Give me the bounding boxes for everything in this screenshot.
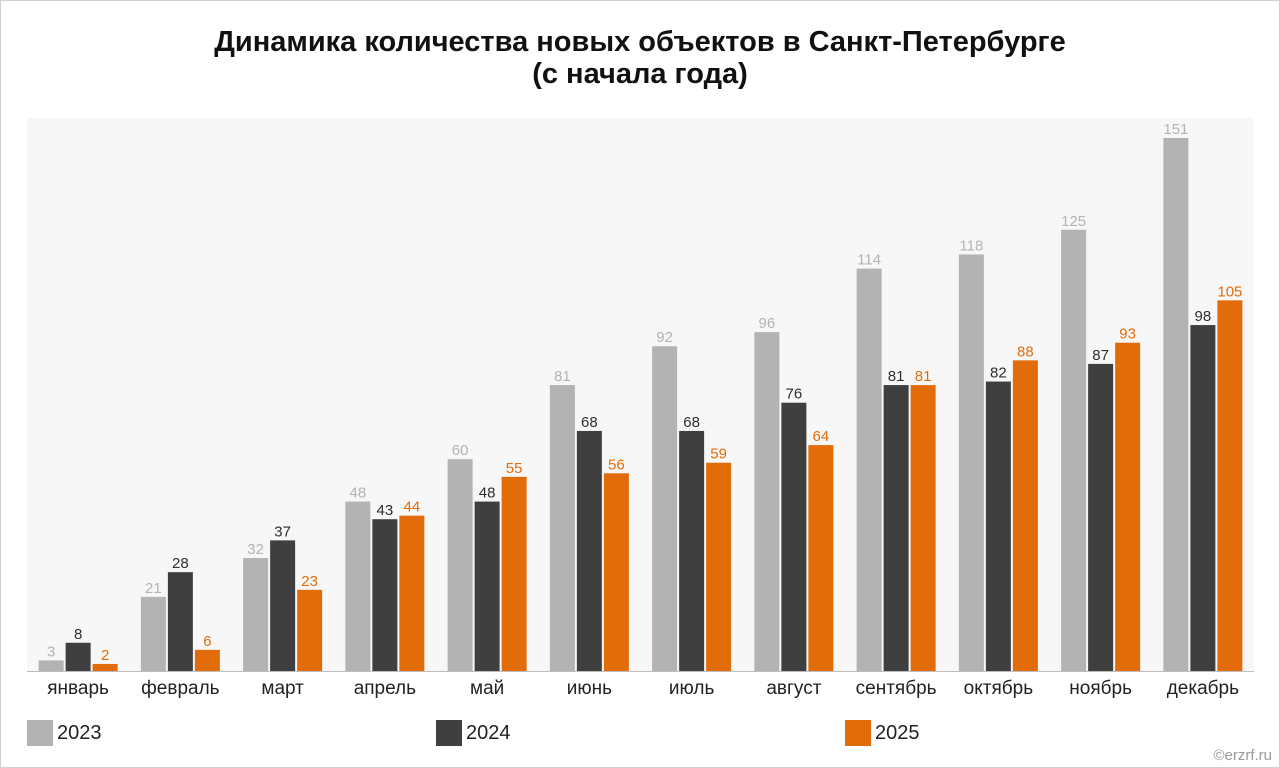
- data-label-2023-август: 96: [759, 315, 776, 332]
- data-label-2024-апрель: 43: [377, 502, 394, 519]
- bar-2024-июль: [679, 430, 705, 671]
- data-label-2024-июнь: 68: [581, 414, 598, 431]
- legend-item-2024: 2024: [436, 720, 511, 746]
- x-tick-label-ноябрь: ноябрь: [1069, 678, 1132, 699]
- bar-2024-сентябрь: [883, 385, 909, 671]
- data-label-2023-декабрь: 151: [1163, 121, 1188, 138]
- bar-2024-март: [270, 540, 296, 671]
- chart-title-line-2: (с начала года): [532, 58, 748, 90]
- bar-2023-октябрь: [958, 254, 984, 671]
- bar-2024-июнь: [576, 430, 602, 671]
- bar-2025-май: [501, 476, 527, 671]
- data-label-2025-август: 64: [813, 428, 830, 445]
- bar-2023-май: [447, 459, 473, 671]
- bar-2023-февраль: [140, 596, 166, 671]
- bar-2025-ноябрь: [1115, 342, 1141, 671]
- data-label-2023-февраль: 21: [145, 580, 162, 597]
- data-label-2024-март: 37: [274, 523, 291, 540]
- data-label-2025-сентябрь: 81: [915, 368, 932, 385]
- data-label-2023-ноябрь: 125: [1061, 213, 1086, 230]
- bar-2025-апрель: [399, 515, 425, 671]
- bar-2024-ноябрь: [1088, 363, 1114, 671]
- x-tick-label-октябрь: октябрь: [964, 678, 1034, 699]
- x-tick-label-июль: июль: [669, 678, 715, 699]
- data-label-2024-февраль: 28: [172, 555, 189, 572]
- x-tick-label-апрель: апрель: [354, 678, 416, 699]
- data-label-2025-апрель: 44: [404, 499, 421, 516]
- legend-label-2025: 2025: [875, 721, 920, 744]
- data-label-2024-май: 48: [479, 485, 496, 502]
- data-label-2023-май: 60: [452, 442, 469, 459]
- data-label-2025-декабрь: 105: [1217, 283, 1242, 300]
- data-label-2024-ноябрь: 87: [1092, 347, 1109, 364]
- legend-label-2023: 2023: [57, 721, 102, 744]
- bar-2024-январь: [65, 642, 91, 671]
- data-label-2025-ноябрь: 93: [1119, 326, 1136, 343]
- data-label-2023-июнь: 81: [554, 368, 571, 385]
- chart-title-line-1: Динамика количества новых объектов в Сан…: [214, 26, 1066, 58]
- data-label-2024-август: 76: [786, 386, 803, 403]
- x-tick-label-январь: январь: [47, 678, 109, 699]
- data-label-2025-октябрь: 88: [1017, 343, 1034, 360]
- bar-2023-март: [243, 558, 269, 671]
- data-label-2024-октябрь: 82: [990, 365, 1007, 382]
- bar-2023-июль: [652, 346, 678, 671]
- x-tick-label-май: май: [470, 678, 504, 699]
- x-tick-label-февраль: февраль: [141, 678, 220, 699]
- data-label-2023-январь: 3: [47, 643, 55, 660]
- data-label-2024-сентябрь: 81: [888, 368, 905, 385]
- data-label-2023-сентябрь: 114: [857, 252, 881, 269]
- data-label-2024-июль: 68: [683, 414, 700, 431]
- bar-2024-май: [474, 501, 500, 671]
- bar-2023-январь: [38, 660, 64, 671]
- data-label-2025-июнь: 56: [608, 456, 625, 473]
- legend-label-2024: 2024: [466, 721, 511, 744]
- bar-2023-ноябрь: [1061, 229, 1087, 671]
- bar-2025-октябрь: [1012, 360, 1038, 671]
- chart-title: Динамика количества новых объектов в Сан…: [0, 26, 1280, 90]
- x-tick-label-июнь: июнь: [567, 678, 612, 699]
- legend-swatch-2023: [27, 720, 53, 746]
- bar-2023-июнь: [549, 385, 575, 671]
- bar-2024-апрель: [372, 519, 398, 671]
- bar-2024-декабрь: [1190, 325, 1216, 671]
- x-tick-label-март: март: [261, 678, 304, 699]
- bar-2025-июнь: [603, 473, 629, 671]
- bar-2023-апрель: [345, 501, 371, 671]
- bar-2024-август: [781, 402, 807, 671]
- bar-2025-август: [808, 445, 834, 671]
- plot-area: [27, 118, 1254, 671]
- data-label-2025-январь: 2: [101, 647, 109, 664]
- bar-2025-декабрь: [1217, 300, 1243, 671]
- legend-item-2023: 2023: [27, 720, 102, 746]
- x-tick-label-сентябрь: сентябрь: [856, 678, 937, 699]
- bar-2025-март: [297, 589, 323, 671]
- legend-swatch-2025: [845, 720, 871, 746]
- bar-2023-декабрь: [1163, 137, 1189, 672]
- x-tick-label-декабрь: декабрь: [1167, 678, 1239, 699]
- bar-2025-сентябрь: [910, 385, 936, 671]
- legend-swatch-2024: [436, 720, 462, 746]
- bar-2023-сентябрь: [856, 268, 882, 671]
- data-label-2023-март: 32: [247, 541, 264, 558]
- data-label-2023-апрель: 48: [350, 485, 367, 502]
- bar-2024-февраль: [167, 572, 193, 671]
- data-label-2024-декабрь: 98: [1195, 308, 1212, 325]
- bar-2024-октябрь: [985, 381, 1011, 671]
- bar-2025-январь: [92, 663, 118, 671]
- data-label-2024-январь: 8: [74, 626, 82, 643]
- data-label-2023-октябрь: 118: [959, 237, 983, 254]
- copyright-text: ©erzrf.ru: [1213, 747, 1272, 764]
- bar-2025-июль: [706, 462, 732, 671]
- bar-2023-август: [754, 332, 780, 671]
- data-label-2023-июль: 92: [656, 329, 673, 346]
- data-label-2025-февраль: 6: [203, 633, 211, 650]
- bar-2025-февраль: [194, 649, 220, 671]
- data-label-2025-март: 23: [301, 573, 318, 590]
- legend-item-2025: 2025: [845, 720, 920, 746]
- data-label-2025-май: 55: [506, 460, 523, 477]
- x-tick-label-август: август: [766, 678, 821, 699]
- data-label-2025-июль: 59: [710, 446, 727, 463]
